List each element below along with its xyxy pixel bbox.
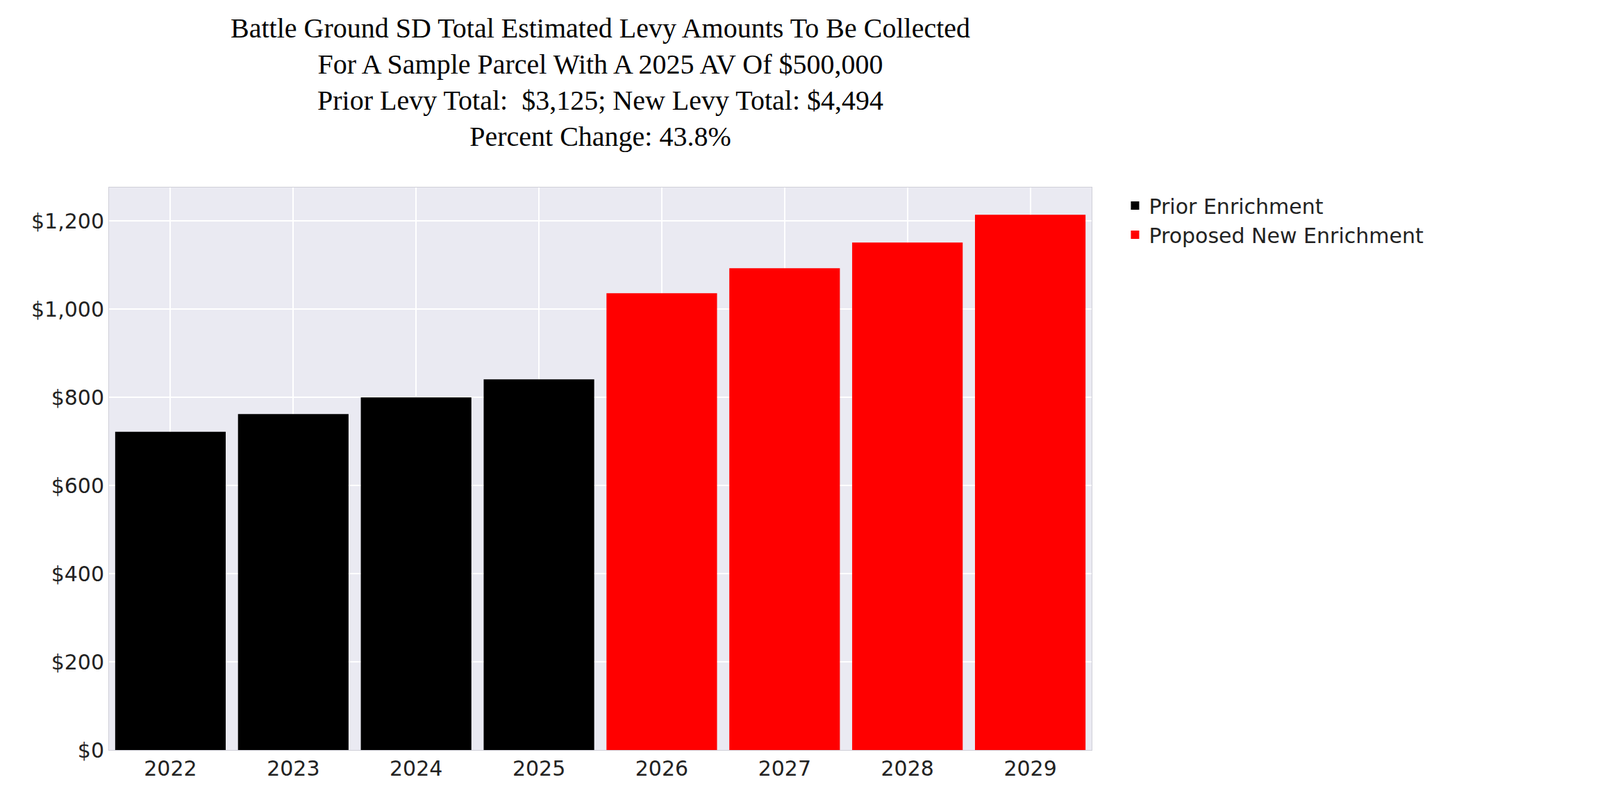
svg-text:Prior Enrichment: Prior Enrichment [1148, 194, 1323, 219]
svg-text:2026: 2026 [635, 756, 689, 781]
svg-text:Proposed New Enrichment: Proposed New Enrichment [1148, 223, 1423, 248]
svg-text:Battle Ground SD Total Estimat: Battle Ground SD Total Estimated Levy Am… [230, 12, 971, 153]
svg-text:$400: $400 [51, 561, 105, 587]
svg-text:$200: $200 [51, 650, 105, 675]
svg-text:$800: $800 [51, 385, 105, 410]
svg-text:2027: 2027 [758, 756, 812, 781]
svg-text:$1,000: $1,000 [31, 297, 105, 322]
svg-text:2028: 2028 [881, 756, 935, 781]
svg-text:2029: 2029 [1003, 756, 1057, 781]
svg-text:2025: 2025 [512, 756, 566, 781]
svg-text:2022: 2022 [143, 756, 197, 781]
svg-text:2024: 2024 [389, 756, 443, 781]
svg-text:$1,200: $1,200 [31, 209, 105, 234]
svg-text:$0: $0 [77, 738, 105, 763]
svg-text:$600: $600 [51, 473, 105, 498]
svg-text:2023: 2023 [266, 756, 320, 781]
